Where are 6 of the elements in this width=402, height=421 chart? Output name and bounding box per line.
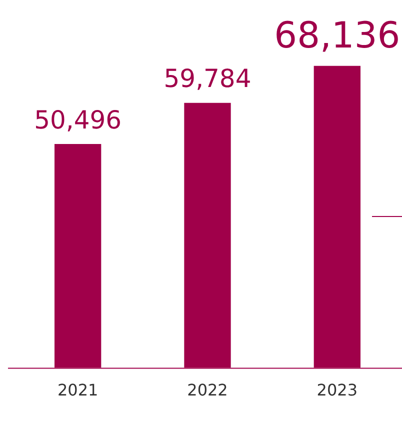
x-tick-label: 2022 [187,380,228,400]
data-label: 50,496 [34,105,122,134]
x-tick-label: 2021 [57,380,98,400]
data-label: 68,136 [274,16,400,57]
data-label: 59,784 [164,64,252,94]
x-tick-label: 2023 [316,380,358,400]
